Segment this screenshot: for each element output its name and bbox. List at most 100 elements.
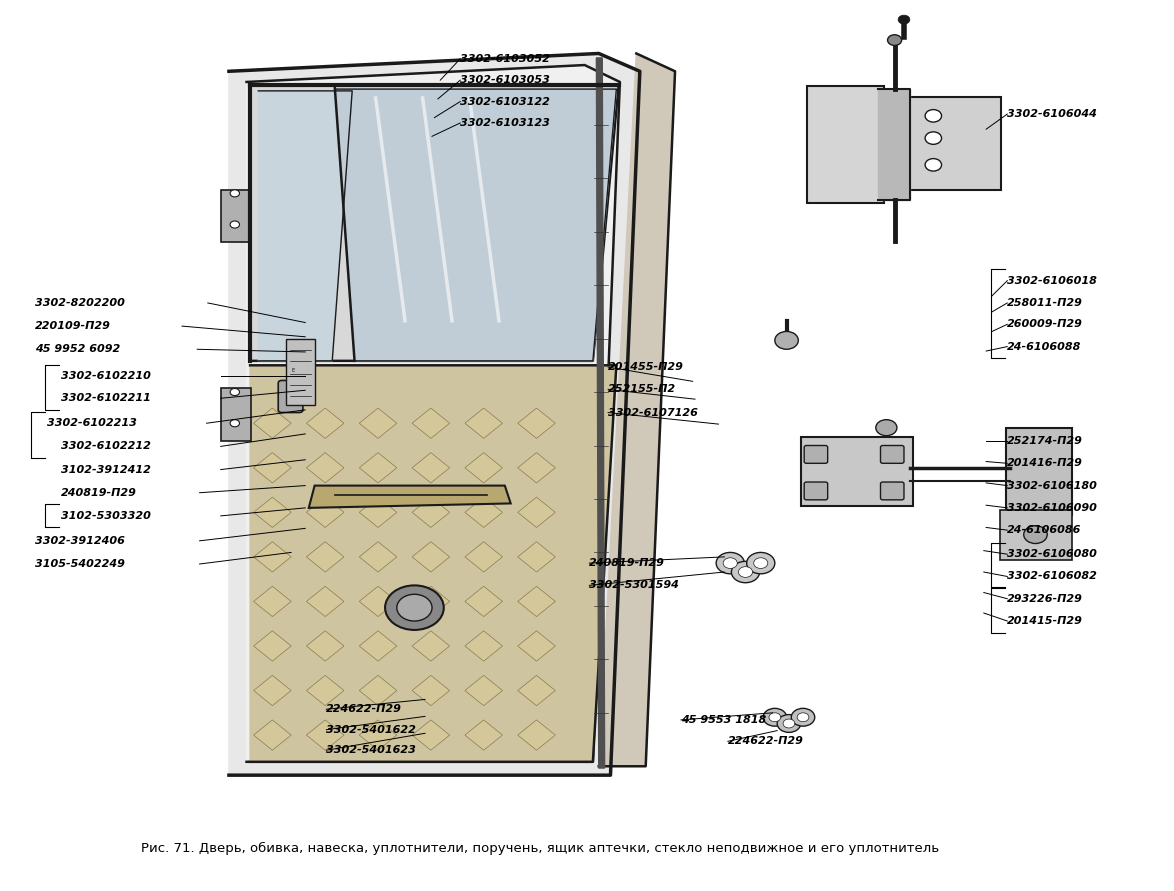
- Polygon shape: [306, 453, 344, 483]
- Text: Рис. 71. Дверь, обивка, навеска, уплотнители, поручень, ящик аптечки, стекло неп: Рис. 71. Дверь, обивка, навеска, уплотни…: [141, 842, 939, 854]
- FancyBboxPatch shape: [880, 482, 904, 500]
- Text: 258011-П29: 258011-П29: [1007, 298, 1084, 308]
- Text: E: E: [291, 368, 295, 372]
- Polygon shape: [359, 453, 397, 483]
- Polygon shape: [465, 720, 502, 750]
- Text: 3302-6106180: 3302-6106180: [1007, 480, 1098, 491]
- Circle shape: [888, 35, 902, 45]
- Polygon shape: [518, 497, 555, 527]
- Text: 3302-6102211: 3302-6102211: [61, 393, 151, 404]
- Text: 240819-П29: 240819-П29: [61, 487, 137, 498]
- Text: 3302-5401622: 3302-5401622: [326, 724, 417, 735]
- Polygon shape: [878, 89, 910, 200]
- Text: 220109-П29: 220109-П29: [35, 321, 112, 331]
- Circle shape: [925, 159, 942, 171]
- Circle shape: [731, 561, 760, 583]
- Polygon shape: [229, 53, 640, 775]
- Polygon shape: [465, 631, 502, 661]
- Polygon shape: [306, 586, 344, 617]
- Polygon shape: [518, 720, 555, 750]
- Polygon shape: [254, 586, 291, 617]
- Polygon shape: [412, 408, 450, 438]
- FancyBboxPatch shape: [221, 388, 251, 441]
- Polygon shape: [254, 542, 291, 572]
- Circle shape: [783, 719, 795, 728]
- Circle shape: [763, 708, 787, 726]
- FancyBboxPatch shape: [221, 190, 251, 242]
- FancyBboxPatch shape: [880, 446, 904, 463]
- Text: 3102-3912412: 3102-3912412: [61, 464, 151, 475]
- Circle shape: [797, 713, 809, 722]
- Polygon shape: [412, 720, 450, 750]
- Text: 3302-6106080: 3302-6106080: [1007, 549, 1098, 560]
- Circle shape: [397, 594, 432, 621]
- Polygon shape: [247, 65, 620, 762]
- Polygon shape: [412, 675, 450, 706]
- Polygon shape: [254, 675, 291, 706]
- Polygon shape: [465, 542, 502, 572]
- Polygon shape: [335, 89, 616, 361]
- Text: 3302-6102210: 3302-6102210: [61, 371, 151, 381]
- FancyBboxPatch shape: [278, 380, 303, 413]
- Polygon shape: [254, 497, 291, 527]
- Polygon shape: [254, 631, 291, 661]
- Text: 3302-6103052: 3302-6103052: [460, 53, 551, 64]
- Polygon shape: [254, 453, 291, 483]
- Polygon shape: [518, 631, 555, 661]
- Circle shape: [723, 558, 737, 568]
- FancyBboxPatch shape: [804, 482, 828, 500]
- Polygon shape: [250, 85, 619, 361]
- Polygon shape: [258, 91, 352, 361]
- Polygon shape: [412, 631, 450, 661]
- Text: 3302-6103122: 3302-6103122: [460, 96, 551, 107]
- Circle shape: [738, 567, 753, 577]
- FancyBboxPatch shape: [807, 86, 884, 203]
- Polygon shape: [518, 586, 555, 617]
- Circle shape: [769, 713, 781, 722]
- Circle shape: [777, 715, 801, 732]
- Polygon shape: [306, 542, 344, 572]
- Polygon shape: [599, 53, 675, 766]
- Circle shape: [876, 420, 897, 436]
- FancyBboxPatch shape: [1000, 510, 1072, 560]
- Polygon shape: [359, 631, 397, 661]
- Circle shape: [754, 558, 768, 568]
- Text: 201455-П29: 201455-П29: [608, 362, 684, 372]
- Text: 252155-П2: 252155-П2: [608, 384, 676, 395]
- Polygon shape: [359, 497, 397, 527]
- Polygon shape: [465, 586, 502, 617]
- Text: 24-6106088: 24-6106088: [1007, 341, 1081, 352]
- Text: 45 9952 6092: 45 9952 6092: [35, 344, 121, 355]
- Circle shape: [1024, 526, 1047, 544]
- Polygon shape: [306, 408, 344, 438]
- Circle shape: [230, 190, 239, 197]
- Circle shape: [925, 132, 942, 144]
- FancyBboxPatch shape: [286, 339, 315, 405]
- Text: 3302-6103053: 3302-6103053: [460, 75, 551, 86]
- Circle shape: [925, 110, 942, 122]
- Polygon shape: [412, 586, 450, 617]
- Circle shape: [385, 585, 444, 630]
- Text: 3302-5401623: 3302-5401623: [326, 745, 417, 756]
- Text: 3302-8202200: 3302-8202200: [35, 298, 126, 308]
- Text: 3302-5301594: 3302-5301594: [589, 580, 680, 591]
- Text: 224622-П29: 224622-П29: [326, 704, 403, 715]
- Polygon shape: [465, 408, 502, 438]
- Polygon shape: [596, 58, 605, 768]
- Polygon shape: [306, 720, 344, 750]
- Circle shape: [775, 331, 798, 349]
- Text: 3302-6106090: 3302-6106090: [1007, 503, 1098, 513]
- Polygon shape: [306, 675, 344, 706]
- Polygon shape: [306, 631, 344, 661]
- Polygon shape: [254, 408, 291, 438]
- Text: 24-6106086: 24-6106086: [1007, 525, 1081, 535]
- Text: 3302-6106044: 3302-6106044: [1007, 109, 1098, 119]
- FancyBboxPatch shape: [804, 446, 828, 463]
- Polygon shape: [465, 453, 502, 483]
- Circle shape: [747, 552, 775, 574]
- FancyBboxPatch shape: [1006, 428, 1072, 515]
- Text: 3302-6102212: 3302-6102212: [61, 441, 151, 452]
- Text: 252174-П29: 252174-П29: [1007, 436, 1084, 446]
- Text: 3302-6106082: 3302-6106082: [1007, 571, 1098, 582]
- Text: 3302-3912406: 3302-3912406: [35, 535, 126, 546]
